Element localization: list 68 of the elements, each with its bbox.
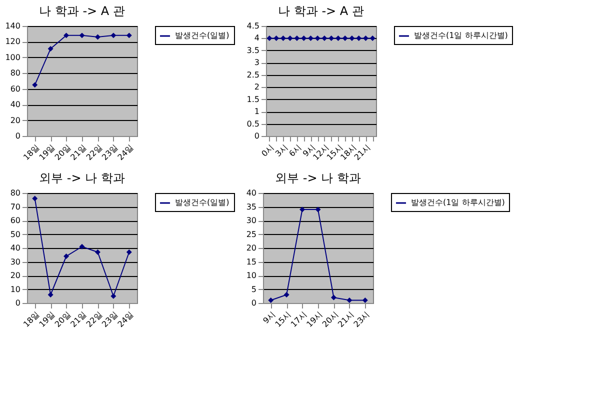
y-tick-label: 120 <box>5 37 20 46</box>
y-tick-label: 1.5 <box>246 94 260 104</box>
chart-title: 외부 -> 나 학과 <box>275 171 361 185</box>
y-tick-label: 40 <box>10 244 20 252</box>
y-tick-label: 100 <box>5 52 20 62</box>
y-tick-label: 1 <box>254 107 260 116</box>
x-tick-label: 3시 <box>274 142 290 158</box>
point <box>330 294 336 300</box>
y-tick-label: 50 <box>10 230 20 239</box>
point <box>315 206 321 212</box>
point <box>79 244 85 250</box>
y-tick-label: 30 <box>10 257 20 266</box>
y-tick-label: 5 <box>251 284 256 294</box>
point <box>79 32 85 38</box>
point <box>110 32 116 38</box>
y-tick-label: 35 <box>246 202 256 212</box>
chart-title: 외부 -> 나 학과 <box>39 171 125 185</box>
point <box>284 292 290 298</box>
x-tick-label: 6시 <box>287 142 304 158</box>
y-tick-label: 10 <box>246 271 256 280</box>
y-tick-label: 60 <box>10 84 20 94</box>
y-tick-label: 80 <box>10 188 20 198</box>
y-tick-label: 80 <box>10 68 20 78</box>
y-tick-label: 0 <box>251 298 256 308</box>
y-tick-label: 20 <box>10 116 20 125</box>
y-tick-label: 4 <box>254 34 260 43</box>
x-tick-label: 0시 <box>260 142 276 158</box>
point <box>64 254 70 259</box>
y-tick-label: 0.5 <box>246 119 260 128</box>
legend-label: 발생건수(1일 하루시간별) <box>411 198 505 207</box>
y-tick-label: 0 <box>15 132 20 140</box>
point <box>126 249 132 255</box>
y-tick-label: 40 <box>10 100 20 110</box>
point <box>362 298 368 303</box>
chart-title: 나 학과 -> A 관 <box>39 4 125 18</box>
y-tick-label: 3 <box>254 58 260 68</box>
point <box>32 196 38 202</box>
point <box>94 34 100 40</box>
y-tick-label: 0 <box>254 132 260 140</box>
legend-label: 발생건수(일별) <box>175 198 230 207</box>
y-tick-label: 30 <box>246 216 256 225</box>
point <box>126 32 132 38</box>
y-tick-label: 25 <box>246 230 256 239</box>
y-tick-label: 4.5 <box>246 22 260 30</box>
y-tick-label: 60 <box>10 216 20 225</box>
y-tick-label: 15 <box>246 257 256 266</box>
y-tick-label: 2.5 <box>246 70 260 80</box>
y-tick-label: 0 <box>15 298 20 308</box>
legend-label: 발생건수(일별) <box>175 31 230 40</box>
point <box>110 293 116 299</box>
point <box>48 292 54 298</box>
chart-title: 나 학과 -> A 관 <box>278 4 364 18</box>
point <box>32 82 38 88</box>
x-tick-label: 9시 <box>301 142 317 158</box>
y-tick-label: 40 <box>246 188 256 198</box>
y-tick-label: 140 <box>5 22 20 30</box>
y-tick-label: 10 <box>10 284 20 294</box>
point <box>268 298 274 303</box>
point <box>346 298 352 303</box>
point <box>64 32 70 38</box>
y-tick-label: 3.5 <box>246 46 260 55</box>
y-tick-label: 2 <box>254 82 260 92</box>
legend-label: 발생건수(1일 하루시간별) <box>414 31 508 40</box>
point <box>94 249 100 255</box>
y-tick-label: 70 <box>10 202 20 212</box>
y-tick-label: 20 <box>246 244 256 252</box>
y-tick-label: 20 <box>10 271 20 280</box>
point <box>48 46 54 52</box>
